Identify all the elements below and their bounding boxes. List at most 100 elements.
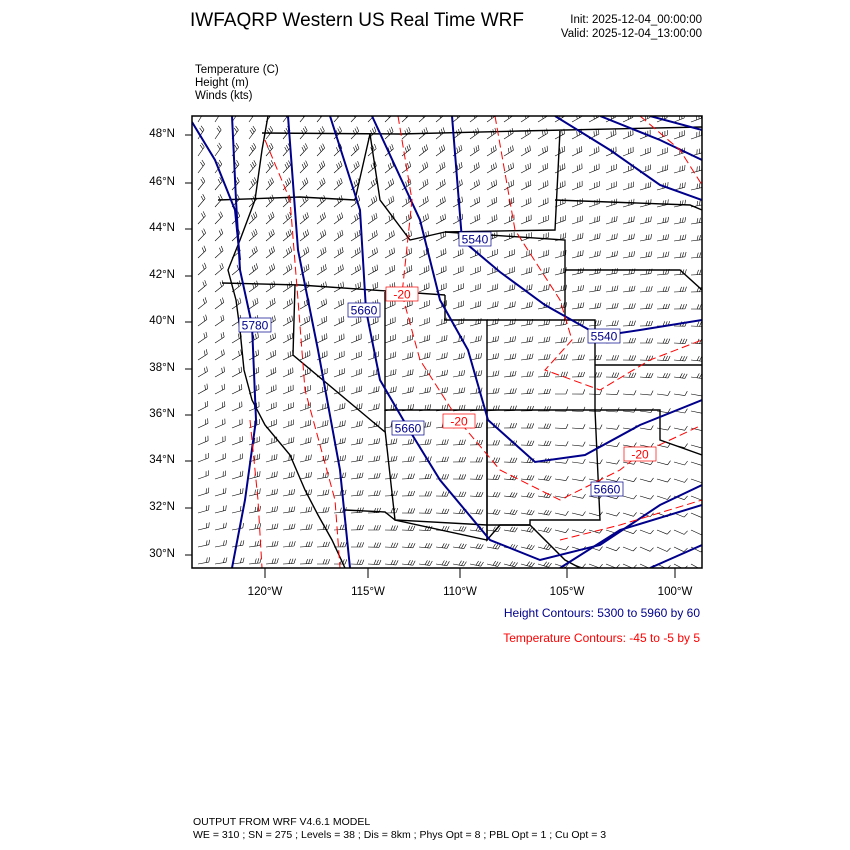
- wind-barb: [452, 265, 464, 276]
- wind-barb: [554, 511, 569, 516]
- wind-barb: [282, 143, 291, 157]
- wind-barb: [282, 177, 292, 191]
- wind-barb: [367, 178, 377, 191]
- wind-barb: [248, 177, 257, 191]
- wind-barb: [469, 387, 483, 395]
- wind-barb: [656, 286, 670, 293]
- wind-barb: [265, 453, 278, 463]
- lat-label: 46°N: [149, 176, 175, 188]
- wind-barb: [571, 285, 584, 293]
- wind-barb: [673, 391, 688, 396]
- wind-barb: [571, 116, 582, 123]
- wind-barb: [367, 351, 379, 361]
- wind-barb: [469, 266, 481, 276]
- utah-border: [384, 292, 488, 411]
- wind-barb: [316, 419, 329, 429]
- wind-barb: [639, 199, 652, 208]
- wind-barb: [469, 422, 483, 429]
- dakota-border: [554, 199, 702, 211]
- wind-barb: [554, 354, 568, 361]
- wind-barb: [384, 126, 394, 140]
- wind-barb: [486, 543, 501, 550]
- wind-barb: [299, 471, 312, 480]
- wind-barb: [197, 331, 208, 344]
- wind-barb: [656, 199, 669, 208]
- wind-barb: [673, 460, 688, 466]
- wind-barb: [554, 302, 567, 310]
- height-contour: [649, 116, 702, 131]
- wind-barb: [486, 526, 501, 532]
- wind-barb: [435, 248, 447, 259]
- wind-barb: [469, 439, 483, 446]
- wind-barb: [197, 176, 206, 191]
- wind-barb: [282, 523, 296, 531]
- wind-barb: [520, 561, 535, 568]
- wind-barb: [622, 285, 636, 293]
- wind-barb: [520, 440, 535, 446]
- montana-border: [444, 130, 561, 233]
- wind-barb: [690, 165, 702, 174]
- wind-barb: [248, 211, 258, 225]
- wind-barb: [673, 116, 685, 123]
- wind-barb: [605, 546, 620, 552]
- wind-barb: [299, 116, 306, 123]
- wind-barb: [316, 559, 330, 565]
- wind-barb: [401, 559, 416, 566]
- wind-barb: [554, 215, 566, 225]
- wind-barb: [520, 232, 532, 242]
- lon-label: 100°W: [657, 586, 693, 598]
- wind-barb: [588, 285, 602, 293]
- wind-barb: [605, 233, 618, 242]
- wind-barb: [571, 232, 584, 242]
- wind-barb: [333, 402, 346, 412]
- wind-barb: [214, 262, 224, 276]
- wind-barb: [469, 491, 484, 497]
- wind-barb: [367, 559, 382, 565]
- wind-barb: [503, 353, 517, 361]
- wind-barb: [554, 371, 568, 378]
- wind-barb: [537, 319, 551, 327]
- wind-barb: [554, 563, 569, 568]
- wind-barb: [503, 370, 517, 378]
- wind-barb: [622, 198, 635, 208]
- wind-barb: [350, 143, 360, 157]
- wind-barb: [248, 401, 260, 412]
- wind-barb: [333, 472, 347, 480]
- wind-barb: [690, 563, 702, 568]
- wind-barb: [503, 162, 514, 174]
- wind-barb: [486, 162, 497, 174]
- wind-barb: [435, 300, 447, 310]
- wind-barb: [639, 129, 651, 140]
- wind-barb: [316, 177, 326, 191]
- wind-barb: [367, 507, 381, 514]
- wind-barb: [384, 455, 398, 463]
- wind-barb: [418, 386, 431, 395]
- wind-barb: [401, 525, 416, 531]
- wind-barb: [588, 215, 601, 225]
- wind-barb: [351, 542, 365, 548]
- wind-barb: [469, 508, 484, 515]
- wind-barb: [622, 529, 637, 534]
- wind-barb: [554, 163, 566, 174]
- wind-barb: [299, 350, 311, 361]
- wind-barb: [418, 300, 430, 310]
- wind-barb: [248, 419, 260, 429]
- wind-barb: [435, 179, 446, 191]
- wind-barb: [265, 419, 277, 429]
- wind-barb: [282, 402, 294, 412]
- wind-barb: [537, 163, 549, 174]
- wind-barb: [214, 366, 225, 378]
- wind-barb: [486, 196, 498, 208]
- wind-barb: [605, 477, 620, 482]
- wind-barb: [588, 163, 600, 174]
- wind-barb: [622, 494, 637, 500]
- wind-barb: [554, 145, 566, 157]
- wind-barb: [571, 163, 583, 174]
- wind-barb: [316, 333, 328, 344]
- wind-barb: [299, 143, 308, 157]
- wind-barb: [384, 473, 398, 480]
- wind-barb: [673, 355, 688, 362]
- wind-barb: [588, 424, 603, 430]
- wind-barb: [673, 303, 687, 310]
- wind-barb: [571, 493, 586, 499]
